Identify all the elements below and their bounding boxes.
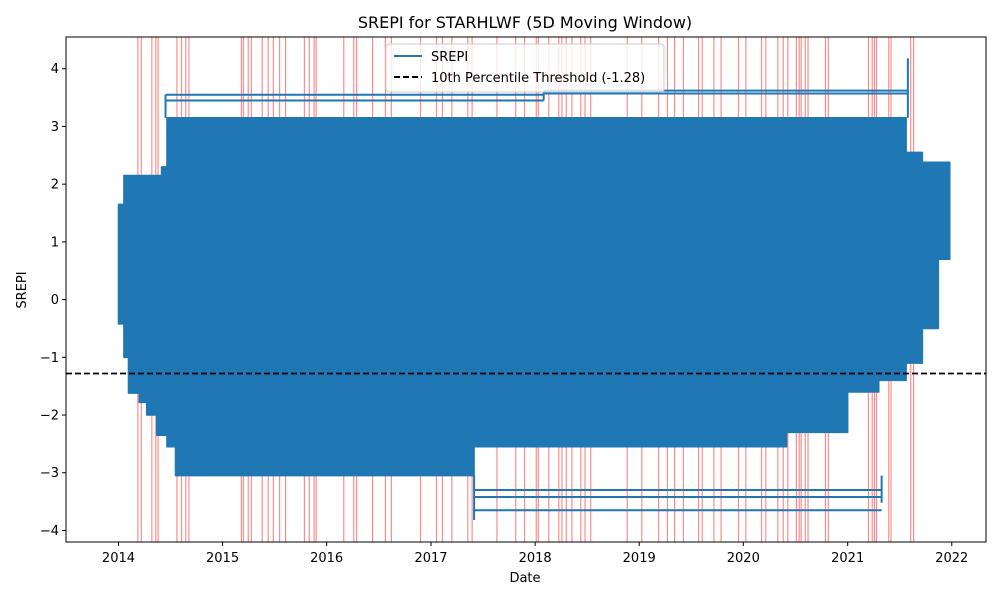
srepi-series <box>117 58 951 521</box>
legend: SREPI 10th Percentile Threshold (-1.28) <box>385 43 665 93</box>
y-tick-label: −4 <box>40 524 59 539</box>
srepi-band <box>117 117 951 477</box>
legend-label-threshold: 10th Percentile Threshold (-1.28) <box>431 71 645 86</box>
x-tick-label: 2019 <box>623 551 656 566</box>
y-axis: −4 −3 −2 −1 0 1 2 3 4 <box>40 62 66 539</box>
plot-frame <box>65 36 987 543</box>
y-tick-label: −1 <box>40 351 59 366</box>
legend-label-srepi: SREPI <box>431 50 468 65</box>
legend-box <box>385 43 665 93</box>
x-axis: 2014 2015 2016 2017 2018 2019 2020 2021 2022 <box>102 542 968 566</box>
y-tick-label: 3 <box>51 120 59 135</box>
x-tick-label: 2015 <box>206 551 239 566</box>
y-tick-label: 1 <box>51 235 59 250</box>
y-tick-label: 2 <box>51 178 59 193</box>
y-tick-label: 0 <box>51 293 59 308</box>
y-tick-label: 4 <box>51 62 59 77</box>
y-axis-title: SREPI <box>15 271 30 308</box>
x-tick-label: 2014 <box>102 551 135 566</box>
x-axis-title: Date <box>509 571 540 586</box>
chart-title: SREPI for STARHLWF (5D Moving Window) <box>358 13 692 32</box>
y-tick-label: −2 <box>40 409 59 424</box>
x-tick-label: 2017 <box>414 551 447 566</box>
x-tick-label: 2021 <box>831 551 864 566</box>
x-tick-label: 2022 <box>935 551 968 566</box>
x-tick-label: 2016 <box>310 551 343 566</box>
x-tick-label: 2018 <box>519 551 552 566</box>
y-tick-label: −3 <box>40 466 59 481</box>
x-tick-label: 2020 <box>727 551 760 566</box>
